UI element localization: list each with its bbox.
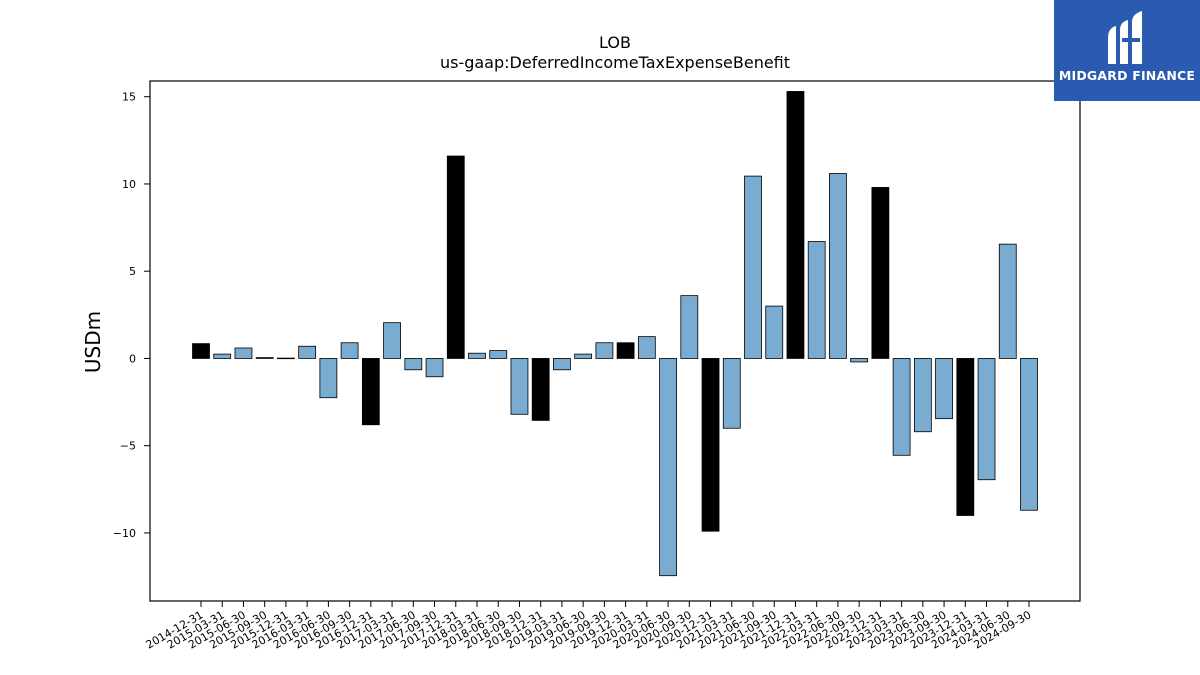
bar-2018-06-30 — [489, 350, 508, 359]
bar-2016-12-31 — [361, 358, 380, 426]
bar-2015-09-30 — [255, 357, 274, 359]
bar-2022-09-30 — [850, 358, 869, 363]
y-tick-label: −10 — [113, 527, 136, 540]
midgard-logo: MIDGARD FINANCE — [1054, 0, 1200, 101]
bar-2018-09-30 — [510, 358, 529, 415]
y-tick-label: 15 — [122, 91, 136, 104]
logo-text: MIDGARD FINANCE — [1058, 68, 1196, 83]
bar-2022-06-30 — [829, 173, 847, 359]
bar-2015-12-31 — [277, 357, 295, 360]
bar-2018-12-31 — [531, 358, 550, 421]
bar-2017-09-30 — [425, 358, 444, 378]
bar-2020-09-30 — [680, 295, 699, 359]
bar-2017-03-31 — [383, 322, 401, 359]
bar-2024-09-30 — [1020, 358, 1038, 511]
bar-2016-06-30 — [319, 358, 338, 399]
bar-2022-03-31 — [807, 241, 826, 359]
y-tick-label: −5 — [120, 440, 136, 453]
bar-2019-09-30 — [595, 342, 614, 359]
bar-2015-03-31 — [213, 353, 232, 359]
bar-2021-06-30 — [744, 175, 762, 359]
y-tick-label: 5 — [129, 265, 136, 278]
bar-2021-09-30 — [765, 305, 784, 359]
bar-2019-03-31 — [553, 358, 571, 371]
y-tick-label: 10 — [122, 178, 136, 191]
bar-2023-03-31 — [892, 358, 911, 456]
bar-2020-12-31 — [701, 358, 720, 532]
chart-subtitle: us-gaap:DeferredIncomeTaxExpenseBenefit — [440, 53, 790, 72]
bar-2018-03-31 — [468, 352, 486, 359]
bars — [192, 91, 1038, 577]
bar-2015-06-30 — [234, 347, 253, 359]
bar-2024-03-31 — [977, 358, 996, 481]
bar-2020-03-31 — [637, 336, 656, 359]
bar-2022-12-31 — [871, 187, 890, 359]
bar-2014-12-31 — [192, 343, 210, 359]
midgard-logo-icon — [1108, 11, 1142, 64]
bar-2016-03-31 — [298, 345, 317, 359]
x-axis: 2014-12-312015-03-312015-06-302015-09-30… — [144, 601, 1034, 652]
bar-2023-12-31 — [956, 358, 975, 516]
bar-2023-06-30 — [913, 358, 932, 433]
bar-2021-03-31 — [722, 358, 741, 429]
bar-2017-06-30 — [404, 358, 423, 371]
bar-2019-12-31 — [616, 342, 635, 359]
bar-2016-09-30 — [340, 342, 359, 359]
bar-2023-09-30 — [935, 358, 953, 420]
bar-2024-06-30 — [998, 243, 1017, 359]
y-tick-label: 0 — [129, 352, 136, 365]
y-axis: −10 −5 0 5 10 15 — [113, 91, 150, 540]
bar-2020-06-30 — [659, 358, 677, 577]
bar-2019-06-30 — [574, 353, 593, 359]
plot-frame — [149, 80, 1081, 602]
bar-2017-12-31 — [446, 155, 465, 359]
bar-2021-12-31 — [786, 91, 805, 359]
chart-title: LOB — [599, 33, 631, 52]
y-axis-label: USDm — [81, 311, 105, 373]
